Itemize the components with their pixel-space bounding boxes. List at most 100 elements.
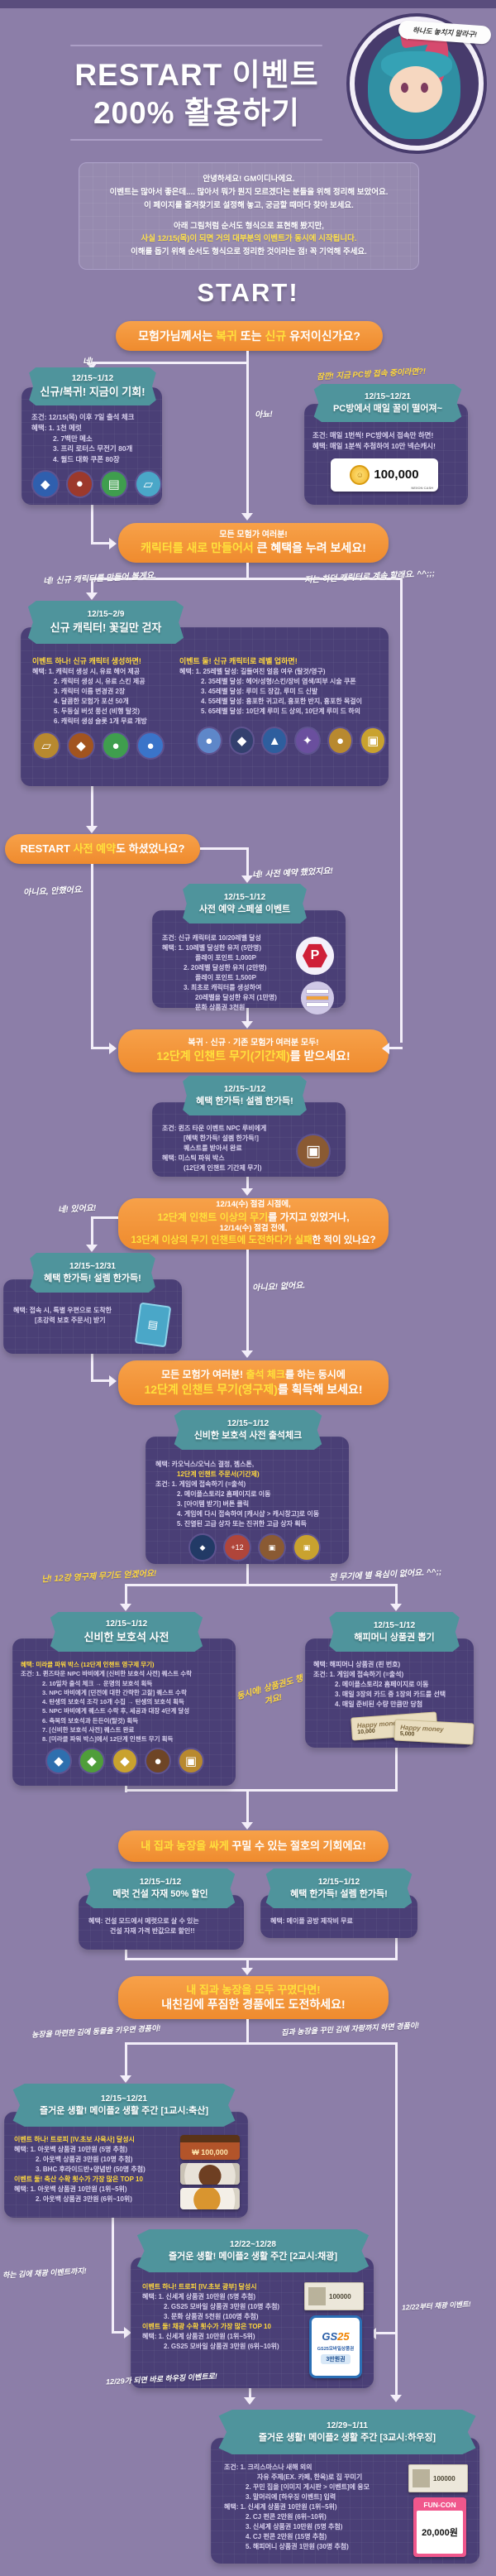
- body-line: 2. 10일차 출석 체크 → 운명의 보호석 획득: [42, 1679, 153, 1687]
- pill-line4: 13단계 이상의 무기 인챈트에 도전하다가 실패한 적이 있나요?: [131, 1235, 376, 1246]
- body-line: 4. CJ 펀콘 2만원 (15명 추첨): [246, 2533, 327, 2540]
- body-line: 4. 달콤한 모험가 포션 50개: [54, 698, 129, 706]
- body-line: 3. 프리 로터스 무전기 80개: [53, 444, 133, 453]
- ice-fox-mount-icon: ●: [196, 727, 222, 756]
- body-line: 3. [아이템 받기] 버튼 클릭: [177, 1500, 250, 1508]
- connector-line: [91, 1216, 118, 1219]
- event-title: 혜택 한가득! 설렘 한가득!: [196, 1096, 293, 1106]
- event-box-life-week-3: 조건: 1. 크리스마스나 새해 외의 자유 주제(EX. 카페, 한옥)로 집 …: [211, 2438, 479, 2564]
- avatar-eye-right: [421, 83, 428, 93]
- pill-mainline: 12단계 인챈트 무기(기간제)를 받으세요!: [156, 1049, 351, 1063]
- event-date: 12/15~12/21: [365, 391, 411, 401]
- connector-line: [246, 563, 249, 578]
- question-decorate-cheap: 내 집과 농장을 싸게 꾸밀 수 있는 절호의 기회에요!: [118, 1830, 389, 1862]
- pill-subline: 복귀 · 신규 · 기존 모험가 여러분 모두!: [188, 1038, 319, 1048]
- arrow-down: [241, 875, 253, 883]
- body-line: 2. GS25 모바일 상품권 3만원 (6위~10위): [164, 2343, 279, 2350]
- connector-line: [246, 1789, 249, 1825]
- body-line: 3. BHC 후라이드반+양념반 (50명 추첨): [36, 2166, 145, 2173]
- body-line: 플레이 포인트 1,500P: [195, 974, 256, 981]
- event-box-life-week-2: 이벤트 하나! 트로피 [IV.초보 광부] 달성시 혜택: 1. 신세계 상품권…: [131, 2257, 374, 2388]
- body-line: 5. 65레벨 달성: 10단계 루미 드 상의, 10단계 루미 드 하의: [201, 708, 360, 716]
- arrow-down: [86, 1245, 98, 1252]
- note-have: 네! 있어요!: [57, 1203, 97, 1216]
- event-title: 즐거운 생활! 메이플2 생활 주간 [2교시:채광]: [168, 2251, 338, 2262]
- question-enchant-weapon: 복귀 · 신규 · 기존 모험가 여러분 모두! 12단계 인챈트 무기(기간제…: [118, 1029, 389, 1072]
- pill-line3: 12/14(수) 점검 전에,: [219, 1224, 288, 1234]
- happymoney-voucher-2: Happy money 5,000: [393, 1719, 475, 1745]
- enchant-scroll-icon: +12: [223, 1533, 251, 1561]
- body-line: 5. 두둥실 버섯 풍선 (비행 탈것): [54, 708, 141, 716]
- body-line: 조건: 신규 캐릭터로 10/20레벨 달성: [162, 934, 261, 942]
- note-pcroom: 잠깐! 지금 PC방 접속 중이라면?!: [316, 367, 427, 382]
- event-date: 12/15~1/12: [227, 1418, 269, 1428]
- body-line: 이벤트 둘! 축산 수확 횟수가 가장 많은 TOP 10: [14, 2175, 143, 2183]
- intro-line: 이 페이지를 즐겨찾기로 설정해 놓고, 궁금할 때마다 찾아 보세요.: [144, 200, 354, 210]
- event-date: 12/15~1/12: [105, 1619, 148, 1629]
- arrow-down: [390, 1604, 402, 1611]
- event-title: PC방에서 매일 꿀이 떨어져~: [332, 403, 443, 414]
- event-date: 12/15~1/12: [139, 1877, 182, 1887]
- body-line: 20레벨을 달성한 유저 (1만명): [195, 994, 277, 1001]
- question-prereg-text: RESTART 사전 예약도 하셨었나요?: [20, 842, 185, 856]
- body-line: 3. NPC 바비에게 [던전에 대한 간략한 고찰] 퀘스트 수락: [42, 1688, 187, 1696]
- connector-line: [91, 1047, 110, 1049]
- body-line: 혜택: 1. 신세계 상품권 10만원 (1위~5위): [224, 2503, 337, 2511]
- body-line: 건설 자재 가격 반값으로 할인!!: [110, 1927, 195, 1935]
- body-line: 3. 최초로 캐릭터를 생성하여: [184, 984, 262, 991]
- body-line: 혜택: 접속 시, 특별 우편으로 도착한: [13, 1307, 112, 1314]
- potion-icon: ◆: [67, 732, 95, 760]
- event-banner-protection: 12/15~12/31 혜택 한가득! 설렘 한가득!: [30, 1253, 155, 1293]
- arrow-down: [120, 2075, 131, 2083]
- note-no: 아뇨!: [254, 410, 274, 420]
- body-line: 조건: 1. 게임에 접속하기 (=출석): [155, 1480, 246, 1488]
- body-line: 이벤트 하나! 트로피 [IV.초보 광부] 달성시: [142, 2283, 257, 2291]
- pill-line2: 12단계 인챈트 이상의 무기를 가지고 있었거나,: [157, 1211, 350, 1224]
- body-line: 혜택: 메이플 공방 제작비 무료: [270, 1917, 353, 1925]
- avatar-eye-left: [401, 83, 408, 93]
- note-prereg-no: 아니요, 안했어요.: [22, 885, 84, 898]
- event-title: 혜택 한가득! 설렘 한가득!: [44, 1273, 141, 1283]
- arrow-down: [244, 2397, 255, 2405]
- body-line: 퀘스트를 받아서 완료: [184, 1144, 242, 1152]
- connector-line: [374, 2332, 398, 2334]
- note-farm-animals: 농장을 마련한 김에 동물을 키우면 경품이!: [31, 2023, 161, 2040]
- body-line: 혜택: 해피머니 상품권 (핀 번호): [313, 1661, 401, 1668]
- header-rule-top: [70, 45, 322, 46]
- funcon-voucher-image: FUN-CON 20,000원: [413, 2497, 466, 2557]
- connector-line: [91, 578, 403, 580]
- mystic-power-box-icon: ▣: [296, 1134, 331, 1168]
- arrow-down: [241, 513, 253, 520]
- body-line: 3. 매일 3장의 카드 중 1장의 카드를 선택: [335, 1691, 446, 1698]
- connector-line: [246, 847, 249, 879]
- meso-pouch-icon: ●: [65, 469, 93, 498]
- page-title-line2: 200% 활용하기: [93, 96, 301, 130]
- meret-pouch-icon: ◆: [31, 469, 60, 498]
- connector-line: [395, 1584, 398, 1607]
- shoes-icon: ●: [327, 727, 354, 756]
- pill-mainline: 캐릭터를 새로 만들어서 큰 혜택을 누려 보세요!: [141, 541, 366, 555]
- radio-icon: ▤: [100, 469, 128, 498]
- connector-line: [91, 362, 249, 364]
- question-attendance-weapon: 모든 모험가 여러분! 출석 체크를 하는 동시에 12단계 인챈트 무기(영구…: [118, 1360, 389, 1405]
- intro-line: 아래 그림처럼 순서도 형식으로 표현해 봤지만,: [174, 221, 324, 231]
- body-line: 5. 진열된 고급 상자 또는 진귀한 고급 상자 획득: [177, 1520, 307, 1528]
- body-line: 3. 캐릭터 이름 변경권 2장: [54, 688, 126, 696]
- event-box-mystic-power-box: 조건: 퀸즈 타운 이벤트 NPC 루비에게 [혜택 한가득! 설렘 한가득!] 퀘…: [152, 1102, 346, 1177]
- body-line: 2. 아웃백 상품권 3만원 (10명 추첨): [36, 2156, 133, 2163]
- body-line: 2. 메이플스토리2 홈페이지로 이동: [335, 1681, 429, 1688]
- event-banner-happymoney: 12/15~1/12 해피머니 상품권 뽑기: [329, 1612, 460, 1652]
- body-line: 조건: 퀸즈 타운 이벤트 NPC 루비에게: [162, 1125, 267, 1132]
- body-line: 혜택: 미스틱 파워 박스: [162, 1154, 225, 1162]
- accessory-icon: ✦: [294, 727, 321, 756]
- event-banner-mystic: 12/15~1/12 혜택 한가득! 설렘 한가득!: [183, 1076, 307, 1115]
- body-line: 혜택: 1. 10레벨 달성한 유저 (5만명): [162, 944, 262, 952]
- connector-line: [246, 1564, 249, 1585]
- body-line: 4. 55레벨 달성: 흉포한 귀고리, 흉포한 반지, 흉포한 목걸이: [201, 698, 363, 706]
- event-date: 12/15~1/12: [71, 374, 114, 383]
- connector-line: [91, 1354, 93, 1382]
- rare-premium-box-icon: ▣: [293, 1533, 321, 1561]
- protection-scroll-icon: ▤: [134, 1302, 172, 1348]
- connector-line: [91, 864, 93, 1049]
